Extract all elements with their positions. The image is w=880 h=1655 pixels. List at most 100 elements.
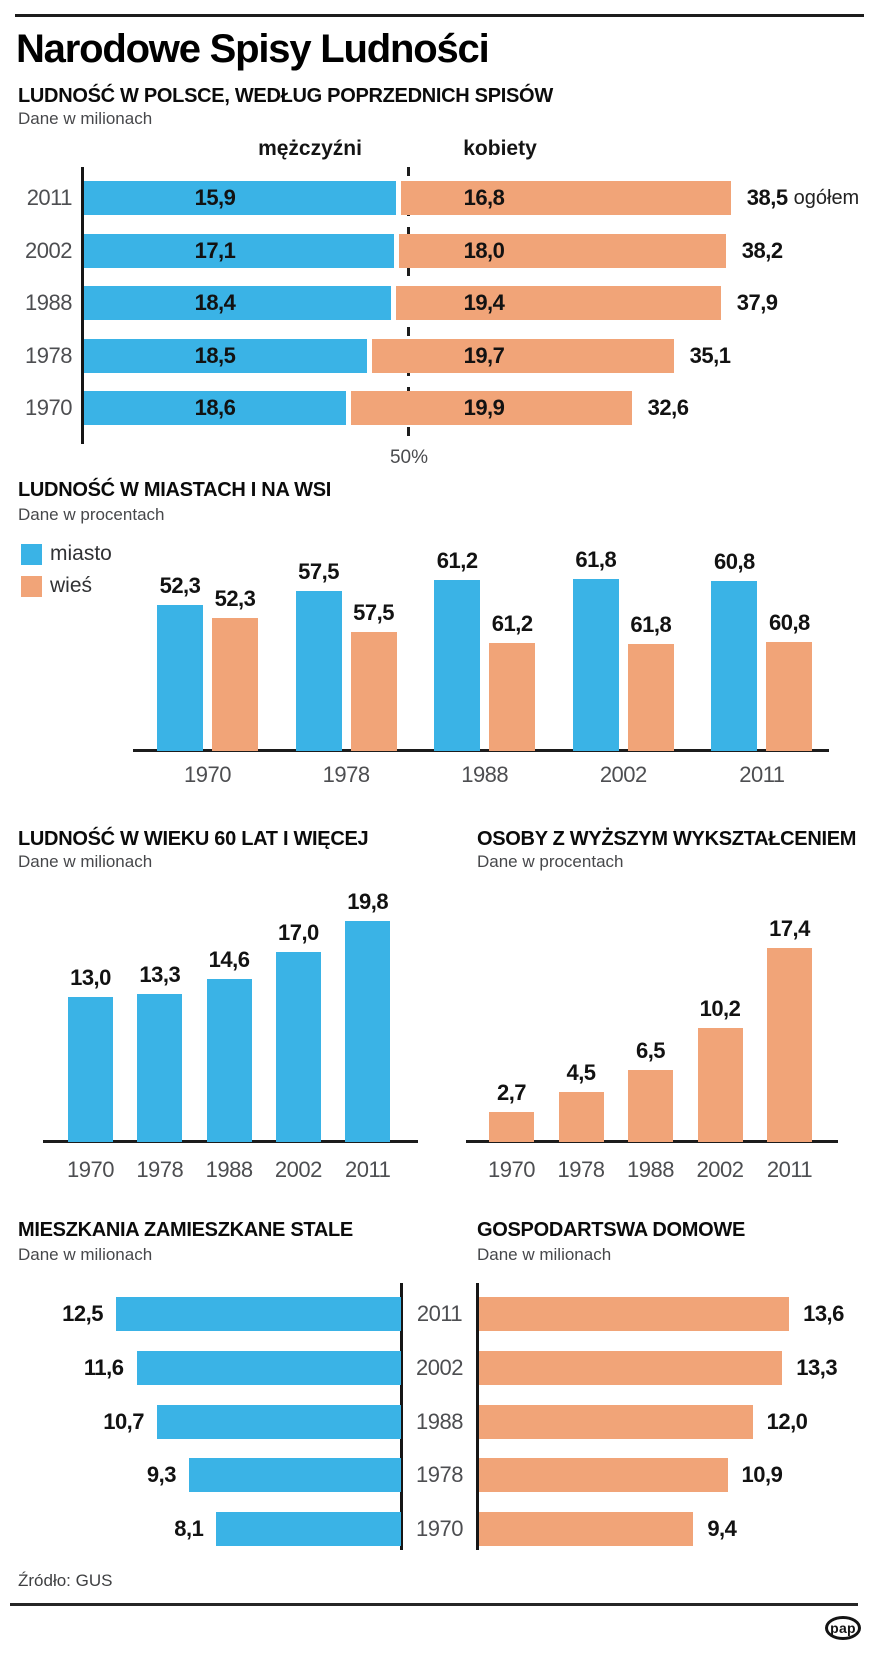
chart6-subtitle: Dane w milionach — [477, 1245, 612, 1264]
chart3-year-2011: 2011 — [345, 1157, 391, 1182]
chart1-label-men-1978: 18,5 — [194, 342, 236, 368]
legend-swatch-wies — [21, 576, 42, 597]
chart1-year-1978: 1978 — [25, 342, 72, 368]
chart2-title: LUDNOŚĆ W MIASTACH I NA WSI — [18, 479, 331, 501]
chart2-bar-miasto-1988 — [434, 580, 481, 751]
page-title: Narodowe Spisy Ludności — [16, 27, 490, 71]
chart2-label-miasto-2002: 61,8 — [575, 546, 617, 572]
chart2-year-1970: 1970 — [184, 762, 231, 787]
chart5-label-1978: 9,3 — [146, 1462, 177, 1488]
chart4-label-2011: 17,4 — [769, 915, 810, 941]
chart1-subtitle: Dane w milionach — [18, 109, 153, 128]
chart5-6-year-1970: 1970 — [416, 1516, 463, 1541]
chart5-y-axis — [400, 1283, 403, 1550]
chart1-total-suffix: ogółem — [793, 187, 860, 209]
chart4-year-1988: 1988 — [627, 1157, 674, 1182]
chart6-label-1970: 9,4 — [707, 1516, 737, 1541]
chart2-x-axis — [133, 749, 829, 752]
chart6-bar-1988 — [479, 1404, 753, 1439]
chart2-label-miasto-1988: 61,2 — [436, 548, 478, 574]
chart6-bar-1970 — [479, 1512, 694, 1546]
chart1-bar-men-2002 — [84, 233, 395, 268]
chart1-year-1970: 1970 — [25, 395, 72, 420]
chart2-label-wies-1970: 52,3 — [214, 585, 256, 611]
chart6-title: GOSPODARTSWA DOMOWE — [477, 1219, 746, 1241]
chart4-year-1970: 1970 — [488, 1157, 535, 1182]
chart1-label-women-1978: 19,7 — [463, 342, 505, 368]
chart2-label-miasto-1970: 52,3 — [159, 573, 201, 599]
chart3-bar-2011 — [345, 921, 391, 1142]
chart5-label-1988: 10,7 — [103, 1408, 145, 1434]
chart5-label-2011: 12,5 — [62, 1301, 103, 1326]
chart2-label-miasto-1978: 57,5 — [298, 558, 339, 584]
chart2-label-miasto-2011: 60,8 — [713, 549, 755, 575]
chart3-label-1978: 13,3 — [139, 961, 181, 987]
chart1-year-2011: 2011 — [26, 185, 73, 210]
chart1-label-women-2011: 16,8 — [463, 185, 505, 210]
chart6-label-1978: 10,9 — [741, 1462, 783, 1488]
chart1-year-1988: 1988 — [25, 290, 72, 315]
chart5-bar-2002 — [136, 1350, 401, 1385]
chart2-bar-miasto-1970 — [157, 605, 203, 751]
chart1-series-label-women: kobiety — [463, 137, 537, 160]
chart3-bar-1970 — [68, 997, 113, 1142]
chart3-title: LUDNOŚĆ W WIEKU 60 LAT I WIĘCEJ — [18, 828, 369, 850]
chart1-bar-women-1988 — [396, 286, 721, 320]
chart4-year-1978: 1978 — [557, 1157, 605, 1182]
chart3-label-2011: 19,8 — [347, 889, 389, 915]
chart2-bar-miasto-2002 — [572, 578, 619, 751]
chart1-label-women-1970: 19,9 — [463, 395, 505, 420]
chart3-bar-2002 — [275, 952, 321, 1142]
chart5-6-year-2011: 2011 — [416, 1301, 463, 1326]
legend-label-wies: wieś — [50, 574, 93, 597]
chart6-label-1988: 12,0 — [766, 1408, 808, 1434]
source-note: Źródło: GUS — [18, 1571, 113, 1590]
chart1-label-men-1988: 18,4 — [194, 290, 236, 315]
chart3-label-2002: 17,0 — [277, 920, 319, 946]
chart3-year-1988: 1988 — [205, 1157, 253, 1182]
chart5-bar-2011 — [116, 1297, 401, 1331]
chart3-label-1970: 13,0 — [70, 965, 111, 991]
top-rule — [15, 14, 864, 17]
chart5-bar-1978 — [188, 1458, 401, 1493]
chart3-year-1978: 1978 — [136, 1157, 184, 1182]
chart2-year-1978: 1978 — [322, 762, 370, 787]
chart2-year-2002: 2002 — [599, 762, 647, 787]
chart2-bar-wies-1988 — [489, 642, 536, 751]
chart6-label-2002: 13,3 — [796, 1354, 838, 1380]
chart1-label-total-1978: 35,1 — [689, 342, 731, 368]
chart4-bar-2002 — [697, 1028, 743, 1142]
chart5-subtitle: Dane w milionach — [18, 1245, 153, 1264]
chart1-bar-women-1970 — [351, 391, 632, 425]
pap-logo: pap — [825, 1616, 861, 1640]
chart5-title: MIESZKANIA ZAMIESZKANE STALE — [18, 1219, 353, 1241]
chart2-bar-wies-2011 — [766, 641, 813, 751]
chart4-label-2002: 10,2 — [699, 996, 741, 1022]
chart2-label-wies-2002: 61,8 — [630, 612, 672, 638]
chart4-bar-1988 — [628, 1069, 673, 1142]
chart1-fifty-percent-label: 50% — [389, 447, 429, 468]
chart4-bar-2011 — [767, 947, 812, 1142]
chart5-6-year-1978: 1978 — [416, 1462, 463, 1488]
legend-label-miasto: miasto — [50, 542, 112, 565]
chart1-label-men-2002: 17,1 — [194, 237, 236, 263]
chart2-subtitle: Dane w procentach — [18, 505, 165, 524]
chart5-bar-1970 — [216, 1512, 401, 1546]
chart4-bar-1970 — [489, 1111, 534, 1142]
chart1-label-men-2011: 15,9 — [194, 185, 236, 210]
chart2-bar-wies-2002 — [627, 644, 674, 751]
chart1-bar-men-1988 — [84, 286, 392, 320]
chart4-year-2002: 2002 — [696, 1157, 744, 1182]
chart6-bar-1978 — [479, 1458, 728, 1493]
chart3-label-1988: 14,6 — [208, 947, 250, 973]
chart1-label-total-1988: 37,9 — [736, 290, 778, 315]
chart1-bar-men-2011 — [84, 181, 396, 215]
chart4-title: OSOBY Z WYŻSZYM WYKSZTAŁCENIEM — [477, 828, 857, 850]
chart6-label-2011: 13,6 — [803, 1301, 844, 1326]
chart2-year-1988: 1988 — [461, 762, 509, 787]
chart3-year-2002: 2002 — [274, 1157, 322, 1182]
